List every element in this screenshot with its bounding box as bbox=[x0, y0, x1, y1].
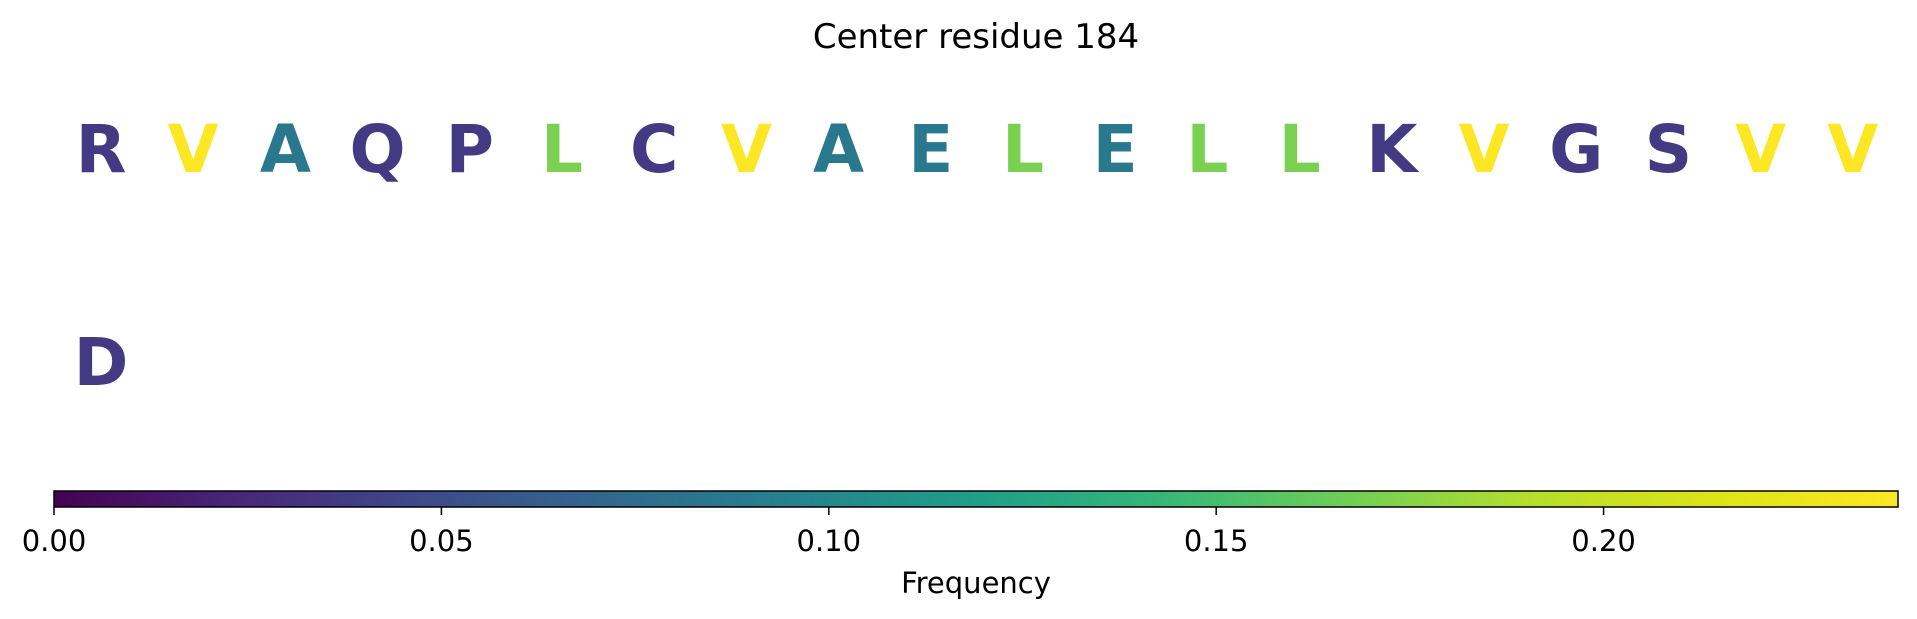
sequence-letters: R V A Q P L C V A E L E L L K V G S V VD bbox=[74, 111, 1879, 401]
residue-letter: Q bbox=[350, 111, 406, 188]
residue-letter: D bbox=[74, 324, 129, 401]
colorbar-label: Frequency bbox=[901, 566, 1051, 600]
residue-letter: A bbox=[813, 111, 864, 188]
residue-letter: V bbox=[168, 111, 219, 188]
colorbar: 0.00 0.05 0.10 0.15 0.20 Frequency bbox=[22, 490, 1899, 600]
colorbar-ticks: 0.00 0.05 0.10 0.15 0.20 bbox=[22, 507, 1636, 558]
residue-letter: L bbox=[1279, 111, 1321, 188]
residue-letter: G bbox=[1549, 111, 1603, 188]
colorbar-tick-label: 0.20 bbox=[1571, 524, 1636, 558]
residue-letter: V bbox=[1827, 111, 1878, 188]
residue-letter: V bbox=[1458, 111, 1509, 188]
residue-letter: V bbox=[1735, 111, 1786, 188]
residue-letter: V bbox=[721, 111, 772, 188]
residue-letter: K bbox=[1366, 111, 1420, 188]
residue-letter: E bbox=[908, 111, 953, 188]
colorbar-tick-label: 0.15 bbox=[1184, 524, 1249, 558]
residue-letter: R bbox=[76, 111, 127, 188]
colorbar-gradient bbox=[53, 490, 1899, 508]
residue-letter: L bbox=[1186, 111, 1228, 188]
residue-letter: P bbox=[446, 111, 494, 188]
residue-letter: E bbox=[1093, 111, 1138, 188]
colorbar-tick-label: 0.10 bbox=[797, 524, 862, 558]
residue-letter: C bbox=[630, 111, 678, 188]
residue-letter: L bbox=[1002, 111, 1044, 188]
colorbar-tick-label: 0.05 bbox=[409, 524, 474, 558]
chart-title: Center residue 184 bbox=[813, 17, 1139, 57]
colorbar-tick-label: 0.00 bbox=[22, 524, 87, 558]
residue-letter: L bbox=[541, 111, 583, 188]
residue-letter: S bbox=[1645, 111, 1693, 188]
residue-letter: A bbox=[260, 111, 311, 188]
